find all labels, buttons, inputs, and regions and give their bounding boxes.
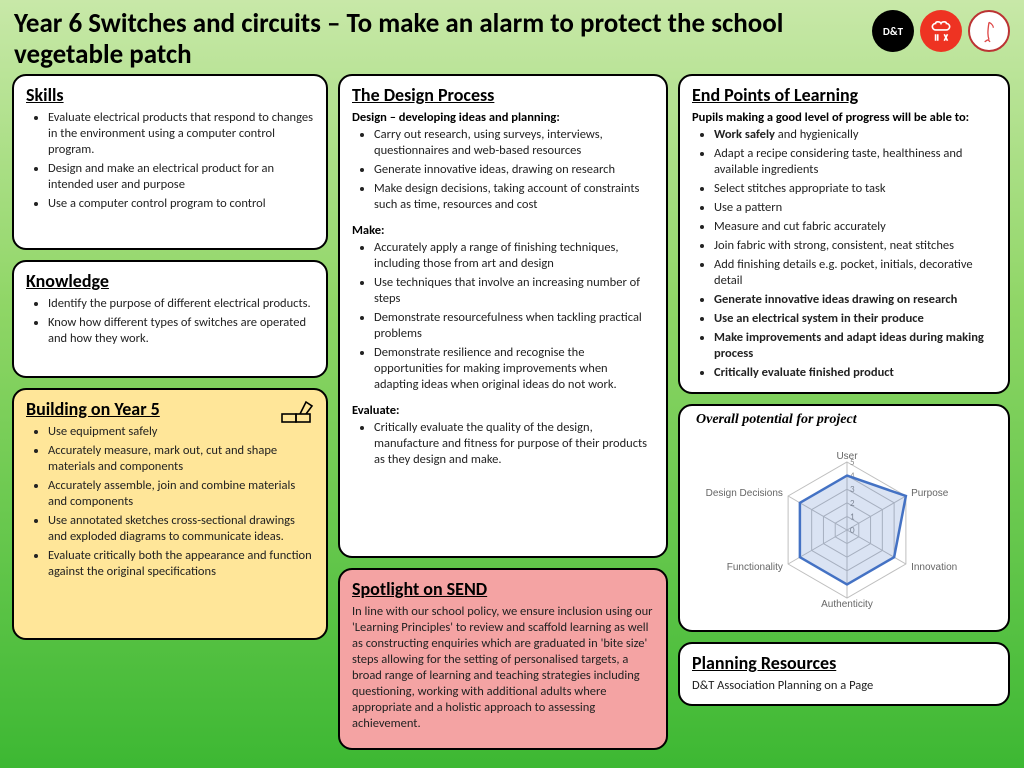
header: Year 6 Switches and circuits – To make a… [0, 0, 1024, 74]
list-item: Evaluate electrical products that respon… [48, 110, 314, 158]
list-item: Use a computer control program to contro… [48, 196, 314, 212]
list-item: Work safely and hygienically [714, 127, 996, 143]
svg-text:Functionality: Functionality [727, 562, 783, 573]
radar-title: Overall potential for project [696, 412, 996, 428]
building-heading: Building on Year 5 [26, 398, 314, 420]
endpoints-card: End Points of Learning Pupils making a g… [678, 74, 1010, 394]
design-sub3: Evaluate: [352, 403, 654, 418]
page-title: Year 6 Switches and circuits – To make a… [14, 8, 872, 70]
list-item: Use a pattern [714, 200, 996, 216]
list-item: Use equipment safely [48, 424, 314, 440]
list-item: Accurately measure, mark out, cut and sh… [48, 443, 314, 475]
list-item: Use an electrical system in their produc… [714, 311, 996, 327]
list-item: Demonstrate resourcefulness when tacklin… [374, 310, 654, 342]
list-item: Measure and cut fabric accurately [714, 219, 996, 235]
design-heading: The Design Process [352, 84, 654, 106]
knowledge-card: Knowledge Identify the purpose of differ… [12, 260, 328, 378]
endpoints-sub: Pupils making a good level of progress w… [692, 110, 996, 125]
endpoints-list: Work safely and hygienically Adapt a reci… [692, 127, 996, 381]
knowledge-heading: Knowledge [26, 270, 314, 292]
planning-text: D&T Association Planning on a Page [692, 678, 996, 694]
design-card: The Design Process Design – developing i… [338, 74, 668, 558]
building-card: Building on Year 5 Use equipment safely … [12, 388, 328, 640]
list-item: Generate innovative ideas drawing on res… [714, 292, 996, 308]
badge-row: D&T [872, 10, 1010, 52]
school-logo-icon [968, 10, 1010, 52]
svg-text:User: User [836, 451, 858, 462]
send-card: Spotlight on SEND In line with our schoo… [338, 568, 668, 750]
skills-card: Skills Evaluate electrical products that… [12, 74, 328, 250]
list-item: Use annotated sketches cross-sectional d… [48, 513, 314, 545]
radar-card: Overall potential for project User Purpos… [678, 404, 1010, 632]
list-item: Use techniques that involve an increasin… [374, 275, 654, 307]
skills-list: Evaluate electrical products that respon… [26, 110, 314, 212]
planning-heading: Planning Resources [692, 652, 996, 674]
planning-card: Planning Resources D&T Association Plann… [678, 642, 1010, 706]
building-list: Use equipment safely Accurately measure,… [26, 424, 314, 580]
list-item: Critically evaluate the quality of the d… [374, 420, 654, 468]
list-item: Accurately assemble, join and combine ma… [48, 478, 314, 510]
list-item: Critically evaluate finished product [714, 365, 996, 381]
list-item: Know how different types of switches are… [48, 315, 314, 347]
svg-text:Innovation: Innovation [911, 562, 957, 573]
design-sub2: Make: [352, 223, 654, 238]
list-item: Add finishing details e.g. pocket, initi… [714, 257, 996, 289]
cooking-badge-icon [920, 10, 962, 52]
knowledge-list: Identify the purpose of different electr… [26, 296, 314, 347]
list-item: Accurately apply a range of finishing te… [374, 240, 654, 272]
list-item: Make improvements and adapt ideas during… [714, 330, 996, 362]
design-sub1: Design – developing ideas and planning: [352, 110, 654, 125]
build-icon [280, 396, 316, 431]
skills-heading: Skills [26, 84, 314, 106]
radar-chart: User Purpose Innovation Authenticity Functio… [692, 428, 996, 618]
dt-badge: D&T [872, 10, 914, 52]
svg-text:Authenticity: Authenticity [821, 599, 873, 610]
endpoints-heading: End Points of Learning [692, 84, 996, 106]
design-list3: Critically evaluate the quality of the d… [352, 420, 654, 468]
list-item: Identify the purpose of different electr… [48, 296, 314, 312]
list-item: Join fabric with strong, consistent, nea… [714, 238, 996, 254]
design-list2: Accurately apply a range of finishing te… [352, 240, 654, 393]
svg-text:5: 5 [850, 457, 855, 468]
list-item: Select stitches appropriate to task [714, 181, 996, 197]
design-list1: Carry out research, using surveys, inter… [352, 127, 654, 213]
svg-text:Purpose: Purpose [911, 488, 949, 499]
svg-text:Design Decisions: Design Decisions [706, 488, 783, 499]
list-item: Evaluate critically both the appearance … [48, 548, 314, 580]
send-heading: Spotlight on SEND [352, 578, 654, 600]
send-text: In line with our school policy, we ensur… [352, 604, 654, 732]
list-item: Make design decisions, taking account of… [374, 181, 654, 213]
list-item: Generate innovative ideas, drawing on re… [374, 162, 654, 178]
list-item: Design and make an electrical product fo… [48, 161, 314, 193]
list-item: Adapt a recipe considering taste, health… [714, 146, 996, 178]
list-item: Demonstrate resilience and recognise the… [374, 345, 654, 393]
list-item: Carry out research, using surveys, inter… [374, 127, 654, 159]
